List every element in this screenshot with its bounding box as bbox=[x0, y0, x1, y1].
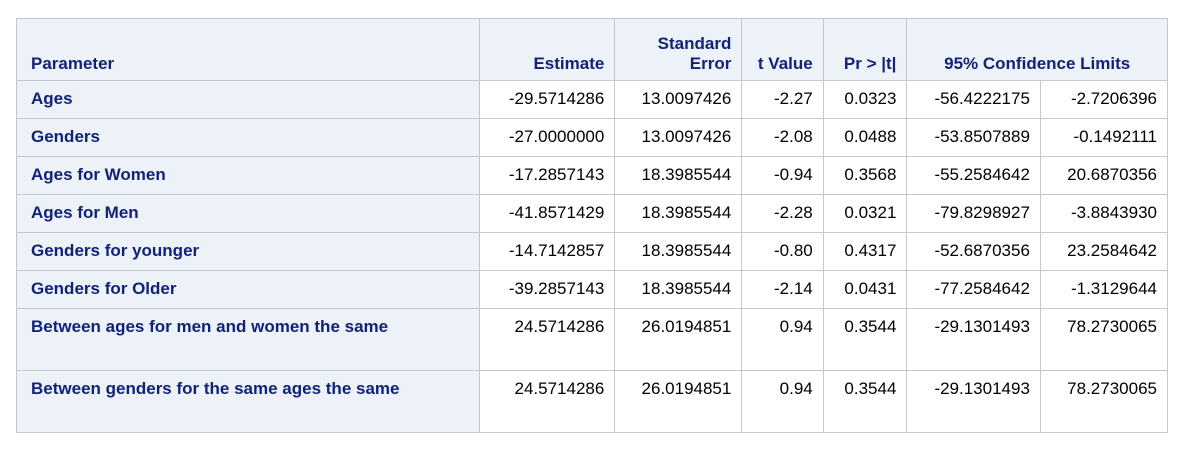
cell-lower-limit: -55.2584642 bbox=[906, 156, 1041, 195]
cell-pr-t: 0.0321 bbox=[822, 194, 908, 233]
cell-pr-t: 0.3544 bbox=[822, 308, 908, 371]
cell-pr-t: 0.3568 bbox=[822, 156, 908, 195]
cell-upper-limit: 20.6870356 bbox=[1039, 156, 1169, 195]
header-t-value: t Value bbox=[741, 18, 824, 81]
header-standard-error: Standard Error bbox=[614, 18, 743, 81]
row-parameter: Ages for Women bbox=[15, 156, 481, 195]
table-header-row: Parameter Estimate Standard Error t Valu… bbox=[15, 18, 1168, 81]
cell-t-value: -0.94 bbox=[741, 156, 824, 195]
cell-lower-limit: -77.2584642 bbox=[906, 270, 1041, 309]
cell-standard-error: 26.0194851 bbox=[614, 308, 743, 371]
table-row: Genders for younger -14.7142857 18.39855… bbox=[15, 232, 1169, 271]
cell-upper-limit: 78.2730065 bbox=[1039, 370, 1169, 433]
cell-estimate: -27.0000000 bbox=[479, 118, 616, 157]
cell-pr-t: 0.3544 bbox=[822, 370, 908, 433]
cell-estimate: -39.2857143 bbox=[479, 270, 616, 309]
header-confidence-limits: 95% Confidence Limits bbox=[906, 18, 1168, 81]
cell-lower-limit: -56.4222175 bbox=[906, 80, 1041, 119]
cell-lower-limit: -52.6870356 bbox=[906, 232, 1041, 271]
row-parameter: Genders bbox=[15, 118, 481, 157]
cell-estimate: 24.5714286 bbox=[479, 308, 616, 371]
table-row: Genders for Older -39.2857143 18.3985544… bbox=[15, 270, 1169, 309]
header-pr-t: Pr > |t| bbox=[822, 18, 908, 81]
table-row: Between genders for the same ages the sa… bbox=[15, 370, 1169, 433]
cell-estimate: -29.5714286 bbox=[479, 80, 616, 119]
cell-upper-limit: 78.2730065 bbox=[1039, 308, 1169, 371]
cell-lower-limit: -79.8298927 bbox=[906, 194, 1041, 233]
cell-t-value: -0.80 bbox=[741, 232, 824, 271]
cell-upper-limit: -2.7206396 bbox=[1039, 80, 1169, 119]
cell-pr-t: 0.0431 bbox=[822, 270, 908, 309]
table-row: Between ages for men and women the same … bbox=[15, 308, 1169, 371]
cell-standard-error: 26.0194851 bbox=[614, 370, 743, 433]
row-parameter: Ages for Men bbox=[15, 194, 481, 233]
cell-t-value: 0.94 bbox=[741, 308, 824, 371]
cell-pr-t: 0.0488 bbox=[822, 118, 908, 157]
cell-standard-error: 13.0097426 bbox=[614, 118, 743, 157]
cell-estimate: -14.7142857 bbox=[479, 232, 616, 271]
cell-standard-error: 18.3985544 bbox=[614, 156, 743, 195]
header-parameter: Parameter bbox=[15, 18, 481, 81]
header-standard-error-line1: Standard bbox=[657, 34, 732, 53]
cell-t-value: 0.94 bbox=[741, 370, 824, 433]
cell-t-value: -2.28 bbox=[741, 194, 824, 233]
cell-t-value: -2.27 bbox=[741, 80, 824, 119]
cell-estimate: -41.8571429 bbox=[479, 194, 616, 233]
table-row: Ages for Men -41.8571429 18.3985544 -2.2… bbox=[15, 194, 1169, 233]
cell-upper-limit: -3.8843930 bbox=[1039, 194, 1169, 233]
table-row: Ages for Women -17.2857143 18.3985544 -0… bbox=[15, 156, 1169, 195]
row-parameter: Ages bbox=[15, 80, 481, 119]
cell-standard-error: 18.3985544 bbox=[614, 194, 743, 233]
cell-lower-limit: -53.8507889 bbox=[906, 118, 1041, 157]
cell-standard-error: 13.0097426 bbox=[614, 80, 743, 119]
cell-t-value: -2.08 bbox=[741, 118, 824, 157]
table-row: Genders -27.0000000 13.0097426 -2.08 0.0… bbox=[15, 118, 1169, 157]
cell-lower-limit: -29.1301493 bbox=[906, 370, 1041, 433]
parameter-estimates-table: Parameter Estimate Standard Error t Valu… bbox=[15, 18, 1169, 433]
header-standard-error-line2: Error bbox=[689, 54, 732, 73]
table-row: Ages -29.5714286 13.0097426 -2.27 0.0323… bbox=[15, 80, 1169, 119]
cell-upper-limit: -1.3129644 bbox=[1039, 270, 1169, 309]
cell-standard-error: 18.3985544 bbox=[614, 270, 743, 309]
row-parameter: Between ages for men and women the same bbox=[15, 308, 481, 371]
cell-estimate: 24.5714286 bbox=[479, 370, 616, 433]
cell-t-value: -2.14 bbox=[741, 270, 824, 309]
cell-lower-limit: -29.1301493 bbox=[906, 308, 1041, 371]
cell-upper-limit: -0.1492111 bbox=[1039, 118, 1169, 157]
cell-pr-t: 0.4317 bbox=[822, 232, 908, 271]
row-parameter: Genders for younger bbox=[15, 232, 481, 271]
cell-pr-t: 0.0323 bbox=[822, 80, 908, 119]
cell-standard-error: 18.3985544 bbox=[614, 232, 743, 271]
cell-upper-limit: 23.2584642 bbox=[1039, 232, 1169, 271]
header-estimate: Estimate bbox=[479, 18, 616, 81]
row-parameter: Genders for Older bbox=[15, 270, 481, 309]
row-parameter: Between genders for the same ages the sa… bbox=[15, 370, 481, 433]
cell-estimate: -17.2857143 bbox=[479, 156, 616, 195]
